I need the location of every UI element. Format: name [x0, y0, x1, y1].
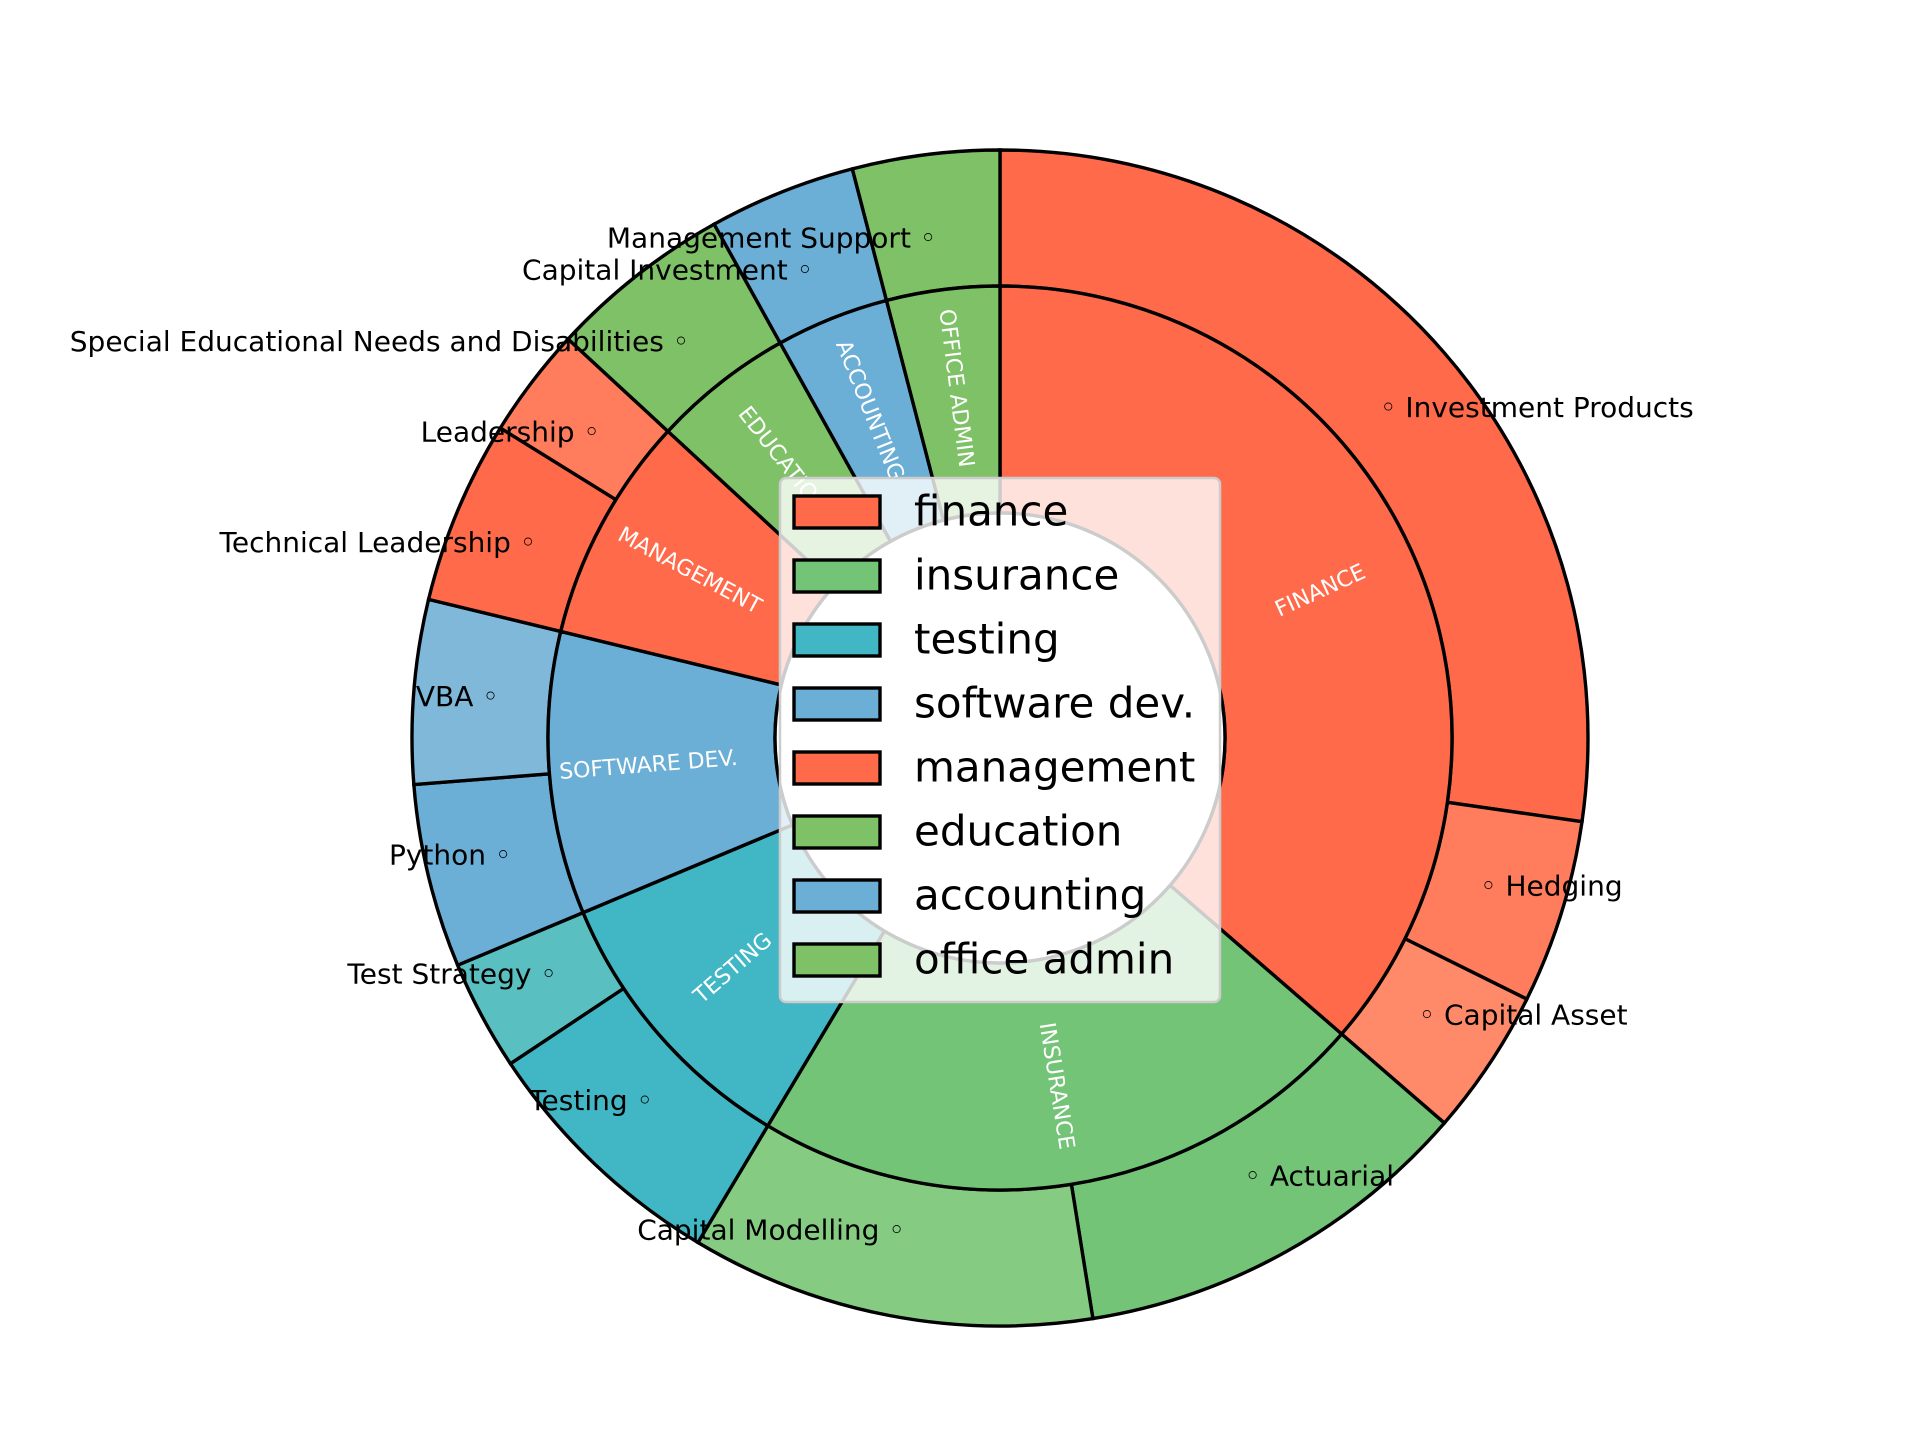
legend-label-finance: finance [914, 487, 1068, 536]
legend-label-office-admin: office admin [914, 935, 1174, 984]
legend-box [778, 476, 1222, 1004]
outer-label-hedging: ◦ Hedging [1480, 869, 1623, 902]
outer-label-capital-investment: Capital Investment ◦ [522, 253, 813, 286]
outer-ring [410, 148, 1590, 1328]
outer-label-management-support: Management Support ◦ [607, 221, 936, 254]
outer-label-test-strategy: Test Strategy ◦ [346, 957, 556, 990]
outer-label-special-educational-needs-and-disabilities: Special Educational Needs and Disabiliti… [70, 325, 689, 358]
legend-swatch-insurance [792, 558, 882, 594]
outer-label-leadership: Leadership ◦ [421, 416, 600, 449]
legend-swatch-accounting [792, 878, 882, 914]
legend-swatch-education [792, 814, 882, 850]
outer-label-capital-asset: ◦ Capital Asset [1419, 998, 1628, 1031]
legend-label-software-dev: software dev. [914, 679, 1195, 728]
legend-swatch-finance [792, 494, 882, 530]
legend-label-accounting: accounting [914, 871, 1146, 920]
legend-label-education: education [914, 807, 1122, 856]
outer-label-vba: VBA ◦ [416, 680, 499, 713]
legend: finance insurance testing software dev. mana… [778, 476, 1222, 1004]
legend-label-management: management [914, 743, 1195, 792]
outer-label-testing: Testing ◦ [528, 1084, 653, 1117]
outer-labels: ◦ Investment Products ◦ Hedging ◦ Capital … [70, 221, 1694, 1246]
legend-label-insurance: insurance [914, 551, 1119, 600]
legend-swatch-software-dev [792, 686, 882, 722]
legend-swatch-management [792, 750, 882, 786]
legend-swatch-office-admin [792, 942, 882, 978]
outer-label-technical-leadership: Technical Leadership ◦ [219, 526, 537, 559]
outer-label-actuarial: ◦ Actuarial [1244, 1159, 1394, 1192]
outer-label-capital-modelling: Capital Modelling ◦ [637, 1214, 905, 1247]
legend-swatch-testing [792, 622, 882, 658]
outer-label-python: Python ◦ [389, 839, 511, 872]
legend-label-testing: testing [914, 615, 1060, 664]
outer-label-investment-products: ◦ Investment Products [1380, 391, 1694, 424]
